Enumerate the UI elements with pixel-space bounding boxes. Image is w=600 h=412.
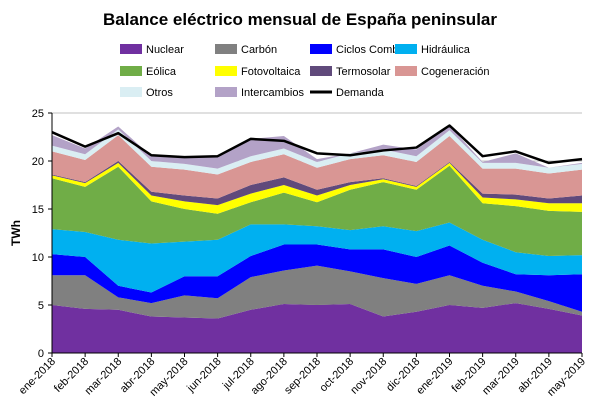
line-demanda [51, 124, 583, 165]
legend-item-fotovoltaica: Fotovoltaica [215, 66, 301, 78]
area-intercambios [52, 125, 582, 169]
area-ciclos-comb [52, 244, 582, 312]
y-tick-label: 5 [38, 300, 44, 312]
legend-swatch [395, 44, 417, 54]
legend-swatch [120, 87, 142, 97]
legend-swatch [395, 66, 417, 76]
area-carbon [52, 265, 582, 319]
legend-item-hidraulica: Hidráulica [395, 44, 471, 56]
stacked-areas [52, 125, 582, 353]
y-tick-label: 15 [32, 204, 44, 216]
legend-swatch [215, 44, 237, 54]
area-cogeneracion [52, 135, 582, 199]
legend-swatch [215, 87, 237, 97]
legend-swatch [310, 44, 332, 54]
legend-label: Intercambios [241, 87, 304, 99]
y-tick-label: 10 [32, 252, 44, 264]
legend-item-demanda: Demanda [310, 87, 385, 99]
y-tick-label: 20 [32, 156, 44, 168]
legend-item-eolica: Eólica [120, 66, 177, 78]
legend-item-intercambios: Intercambios [215, 87, 304, 99]
y-tick-label: 0 [38, 348, 44, 360]
legend-item-carbon: Carbón [215, 44, 277, 56]
legend-item-otros: Otros [120, 87, 173, 99]
legend-item-ciclos-comb: Ciclos Comb. [310, 44, 401, 56]
legend-label: Carbón [241, 44, 277, 56]
legend: Nuclear Carbón Ciclos Comb. Hidráulica Eólic… [120, 44, 490, 99]
legend-swatch [310, 66, 332, 76]
legend-label: Eólica [146, 66, 177, 78]
y-tick-label: 25 [32, 108, 44, 120]
legend-label: Termosolar [336, 66, 391, 78]
legend-item-termosolar: Termosolar [310, 66, 391, 78]
legend-swatch [215, 66, 237, 76]
legend-label: Otros [146, 87, 173, 99]
area-termosolar [52, 161, 582, 206]
legend-label: Ciclos Comb. [336, 44, 401, 56]
legend-label: Fotovoltaica [241, 66, 301, 78]
legend-label: Demanda [336, 87, 385, 99]
legend-swatch [120, 44, 142, 54]
area-nuclear [52, 303, 582, 353]
y-axis-label: TWh [9, 220, 23, 246]
demand-line-layer [51, 124, 583, 165]
area-eolica [52, 165, 582, 257]
legend-swatch [120, 66, 142, 76]
area-hidraulica [52, 222, 582, 293]
legend-item-nuclear: Nuclear [120, 44, 184, 56]
legend-item-cogeneracion: Cogeneración [395, 66, 490, 78]
chart-title: Balance eléctrico mensual de España peni… [103, 10, 497, 29]
legend-label: Cogeneración [421, 66, 490, 78]
legend-label: Nuclear [146, 44, 184, 56]
area-otros [52, 129, 582, 175]
legend-label: Hidráulica [421, 44, 471, 56]
